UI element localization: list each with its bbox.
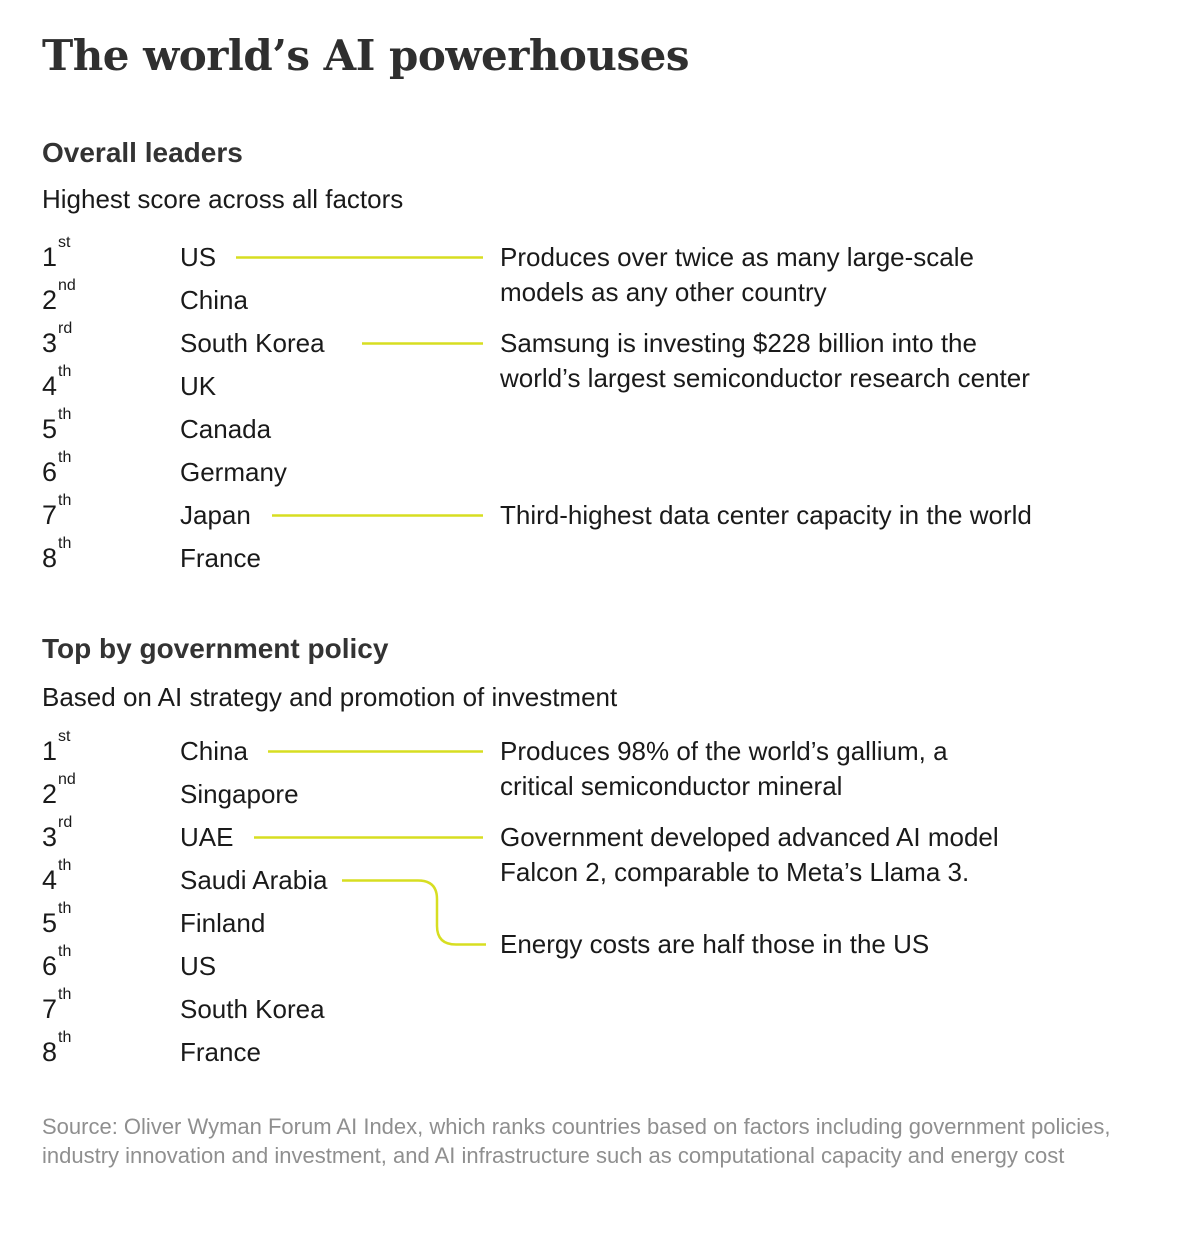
rank-label: 6th	[42, 449, 72, 487]
annotation-china: Produces 98% of the world’s gallium, a c…	[500, 736, 948, 801]
annotation-uae: Government developed advanced AI model F…	[500, 822, 999, 887]
country-label: France	[180, 543, 261, 573]
rank-row: 7th South Korea	[42, 986, 502, 1031]
section-subtitle-overall: Highest score across all factors	[42, 184, 404, 214]
rank-label: 7th	[42, 986, 72, 1024]
rank-row: 2nd Singapore	[42, 771, 502, 816]
country-label: US	[180, 951, 217, 981]
policy-ranking-list: 1st China 2nd Singapore 3rd UAE 4th Saud…	[42, 728, 502, 1074]
country-label: UAE	[180, 822, 234, 852]
section-heading-policy: Top by government policy	[42, 633, 389, 664]
source-note: Source: Oliver Wyman Forum AI Index, whi…	[42, 1114, 1111, 1168]
rank-label: 8th	[42, 535, 72, 573]
rank-row: 7th Japan	[42, 492, 502, 537]
annotation-japan: Third-highest data center capacity in th…	[500, 500, 1032, 530]
rank-label: 8th	[42, 1029, 72, 1067]
rank-row: 8th France	[42, 535, 502, 580]
rank-row: 4th UK	[42, 363, 502, 408]
rank-row: 3rd UAE	[42, 814, 502, 859]
section-heading-overall: Overall leaders	[42, 137, 243, 168]
country-label: Germany	[180, 457, 287, 487]
country-label: US	[180, 242, 217, 272]
country-label: China	[180, 736, 248, 766]
rank-row: 8th France	[42, 1029, 502, 1074]
annotation-us: Produces over twice as many large-scale …	[500, 242, 974, 307]
overall-ranking-list: 1st US 2nd China 3rd South Korea 4th UK …	[42, 234, 502, 580]
rank-label: 5th	[42, 900, 72, 938]
annotation-south-korea: Samsung is investing $228 billion into t…	[500, 328, 1030, 393]
rank-label: 4th	[42, 857, 72, 895]
rank-label: 6th	[42, 943, 72, 981]
rank-row: 6th US	[42, 943, 502, 988]
rank-row: 4th Saudi Arabia	[42, 857, 502, 902]
rank-label: 1st	[42, 728, 71, 766]
rank-label: 5th	[42, 406, 72, 444]
rank-label: 2nd	[42, 771, 76, 809]
rank-label: 4th	[42, 363, 72, 401]
country-label: UK	[180, 371, 217, 401]
country-label: South Korea	[180, 994, 325, 1024]
rank-label: 3rd	[42, 320, 73, 358]
country-label: Singapore	[180, 779, 299, 809]
country-label: Canada	[180, 414, 272, 444]
rank-row: 5th Finland	[42, 900, 502, 945]
country-label: China	[180, 285, 248, 315]
rank-row: 1st China	[42, 728, 502, 773]
section-subtitle-policy: Based on AI strategy and promotion of in…	[42, 682, 618, 712]
country-label: Finland	[180, 908, 266, 938]
country-label: Saudi Arabia	[180, 865, 328, 895]
rank-label: 7th	[42, 492, 72, 530]
rank-label: 1st	[42, 234, 71, 272]
rank-label: 2nd	[42, 277, 76, 315]
rank-row: 1st US	[42, 234, 502, 279]
country-label: South Korea	[180, 328, 325, 358]
rank-row: 2nd China	[42, 277, 502, 322]
rank-label: 3rd	[42, 814, 73, 852]
country-label: France	[180, 1037, 261, 1067]
annotation-saudi-arabia: Energy costs are half those in the US	[500, 929, 930, 959]
rank-row: 3rd South Korea	[42, 320, 502, 365]
rank-row: 6th Germany	[42, 449, 502, 494]
country-label: Japan	[180, 500, 251, 530]
rank-row: 5th Canada	[42, 406, 502, 451]
page-title: The world’s AI powerhouses	[42, 31, 689, 80]
